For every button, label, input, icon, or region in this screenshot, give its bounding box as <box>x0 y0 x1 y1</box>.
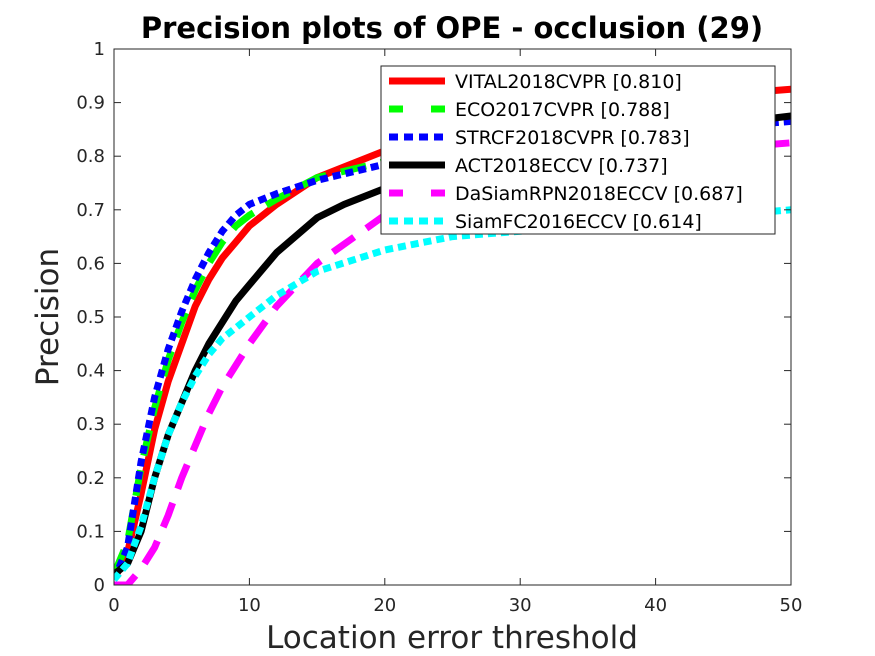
legend-label-3: STRCF2018CVPR [0.783] <box>455 127 690 149</box>
x-tick-label: 30 <box>509 595 532 616</box>
y-tick-label: 0.7 <box>76 200 105 221</box>
y-tick-label: 0.6 <box>76 253 105 274</box>
x-tick-label: 50 <box>780 595 803 616</box>
x-tick-label: 20 <box>373 595 396 616</box>
y-axis-label: Precision <box>30 248 66 386</box>
legend-label-5: DaSiamRPN2018ECCV [0.687] <box>455 183 743 205</box>
y-tick-label: 0 <box>94 575 105 596</box>
y-tick-label: 1 <box>94 39 105 60</box>
legend-label-1: VITAL2018CVPR [0.810] <box>455 71 682 93</box>
ticks-layer: 0 10 20 30 40 50 0 0.1 0.2 0.3 0.4 0.5 0.6 0.7 0.8 0.9 1 <box>76 39 802 616</box>
legend: VITAL2018CVPR [0.810] ECO2017CVPR [0.788]… <box>380 65 776 235</box>
y-tick-label: 0.3 <box>76 414 105 435</box>
legend-label-6: SiamFC2016ECCV [0.614] <box>455 211 702 233</box>
x-tick-label: 40 <box>644 595 667 616</box>
legend-label-4: ACT2018ECCV [0.737] <box>455 155 668 177</box>
series-line-6 <box>114 206 791 582</box>
y-tick-label: 0.4 <box>76 361 105 382</box>
x-tick-label: 10 <box>238 595 261 616</box>
legend-box <box>380 65 776 235</box>
x-tick-label: 0 <box>108 595 119 616</box>
y-tick-label: 0.1 <box>76 521 105 542</box>
x-axis-label: Location error threshold <box>266 620 638 656</box>
y-tick-label: 0.9 <box>76 93 105 114</box>
y-tick-label: 0.5 <box>76 307 105 328</box>
y-tick-label: 0.8 <box>76 146 105 167</box>
chart-title: Precision plots of OPE - occlusion (29) <box>141 11 763 45</box>
y-tick-label: 0.2 <box>76 468 105 489</box>
legend-label-2: ECO2017CVPR [0.788] <box>455 99 670 121</box>
